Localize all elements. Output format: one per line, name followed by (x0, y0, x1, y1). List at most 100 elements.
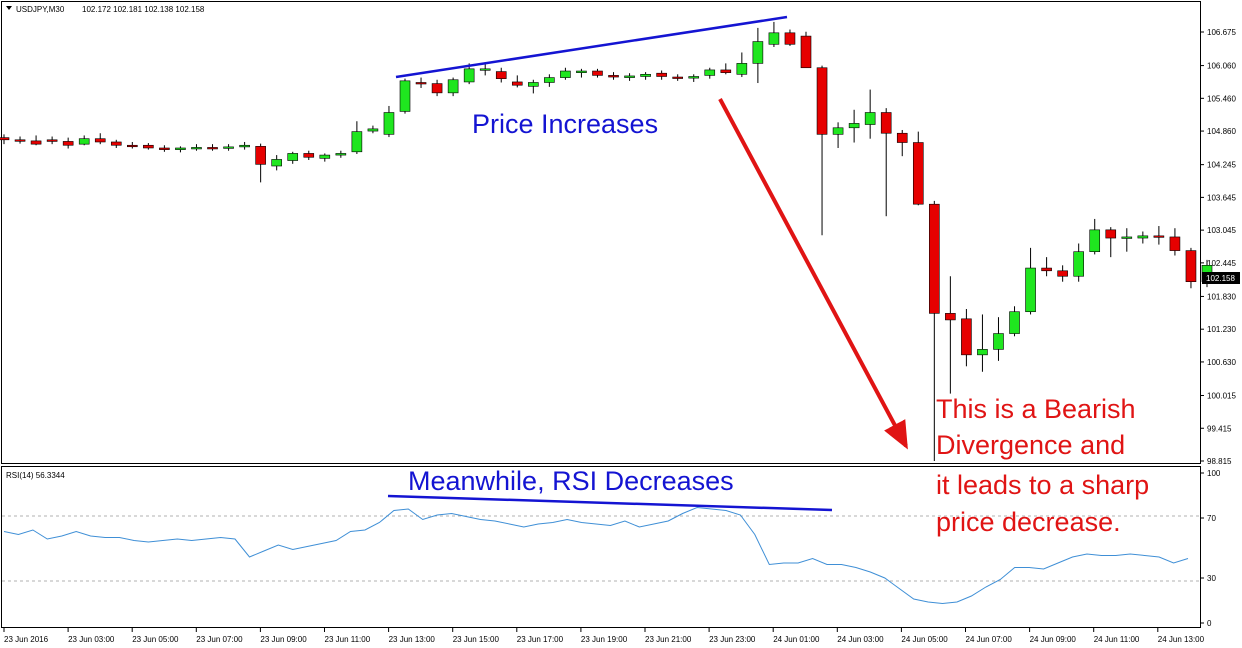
candle-body (832, 127, 844, 135)
price-tick-label: 100.630 (1207, 358, 1236, 367)
candle-body (929, 203, 940, 314)
price-panel-frame (1, 1, 1201, 464)
rsi-line (3, 506, 1189, 605)
price-tick-label: 101.230 (1207, 325, 1236, 334)
candle-body (736, 63, 748, 75)
candle-body (961, 318, 972, 356)
price-increases-text: Price Increases (472, 109, 658, 139)
time-tick-label: 23 Jun 11:00 (325, 635, 371, 644)
candle-body (560, 70, 571, 78)
candle-body (720, 69, 732, 73)
candle-body (463, 68, 475, 83)
rsi-tick-label: 0 (1207, 619, 1212, 628)
candle-body (415, 82, 427, 85)
time-tick-label: 24 Jun 13:00 (1158, 635, 1205, 644)
candle-body (848, 123, 860, 129)
candle-body (1089, 229, 1101, 252)
candle-body (399, 80, 411, 112)
candle-body (335, 153, 347, 156)
price-tick-label: 105.460 (1207, 94, 1236, 103)
candle-body (993, 333, 1004, 350)
time-tick-label: 23 Jun 03:00 (68, 635, 115, 644)
candle-body (495, 71, 507, 79)
time-tick-label: 24 Jun 05:00 (901, 635, 948, 644)
candle-body (1025, 267, 1036, 313)
candle-body (303, 153, 315, 158)
candle-body (977, 349, 988, 356)
price-tick-label: 100.015 (1207, 392, 1236, 401)
bearish-arrow (718, 98, 908, 450)
time-tick-label: 24 Jun 09:00 (1030, 635, 1077, 644)
current-price-marker (1202, 272, 1240, 284)
candle-body (271, 159, 282, 167)
symbol-label: USDJPY,M30 (16, 5, 65, 14)
candle-body (688, 76, 700, 79)
rsi-decreases-text: Meanwhile, RSI Decreases (408, 466, 734, 496)
rsi-axis: 100 70 30 0 (1200, 469, 1221, 628)
candle-body (864, 112, 876, 125)
candle-body (768, 32, 780, 45)
price-tick-label: 98.815 (1207, 457, 1232, 466)
price-trendline (395, 15, 788, 79)
candle-body (1009, 311, 1020, 334)
candle-body (1073, 251, 1084, 277)
price-tick-label: 99.415 (1207, 424, 1232, 433)
candle-body (287, 153, 299, 161)
time-tick-label: 23 Jun 15:00 (453, 635, 500, 644)
candle-body (110, 141, 122, 146)
time-tick-label: 24 Jun 07:00 (966, 635, 1013, 644)
candle-body (127, 144, 138, 148)
time-tick-label: 23 Jun 07:00 (196, 635, 243, 644)
candle-body (800, 35, 812, 69)
candle-body (62, 141, 74, 146)
candle-body (479, 68, 491, 71)
candle-body (816, 67, 828, 135)
candle-body (912, 142, 924, 205)
candle-body (14, 139, 26, 142)
time-tick-label: 23 Jun 21:00 (645, 635, 692, 644)
candle-body (1057, 270, 1068, 277)
time-axis: 23 Jun 2016 23 Jun 03:00 23 Jun 05:00 23 Ju… (3, 628, 1205, 644)
candle-body (640, 73, 651, 77)
time-tick-label: 23 Jun 19:00 (581, 635, 628, 644)
candle-body (207, 147, 218, 150)
candle-body (46, 139, 58, 142)
time-tick-label: 24 Jun 03:00 (837, 635, 884, 644)
price-tick-label: 104.245 (1207, 161, 1236, 170)
time-tick-label: 23 Jun 23:00 (709, 635, 756, 644)
price-tick-label: 103.045 (1207, 226, 1236, 235)
price-tick-label: 103.645 (1207, 193, 1236, 202)
candle-body (608, 75, 619, 78)
candle-body (528, 82, 539, 87)
time-tick-label: 24 Jun 01:00 (773, 635, 820, 644)
time-tick-label: 23 Jun 05:00 (132, 635, 179, 644)
candle-body (431, 83, 443, 94)
candle-body (159, 147, 170, 150)
rsi-tick-label: 100 (1207, 469, 1221, 478)
price-tick-label: 106.060 (1207, 62, 1236, 71)
bearish-text-line-2: Divergence and (936, 430, 1125, 460)
candle-body (784, 32, 796, 45)
candle-body (239, 144, 250, 148)
candlestick-series (0, 21, 1213, 461)
candle-body (704, 69, 716, 76)
candle-body (1153, 235, 1165, 238)
time-tick-label: 24 Jun 11:00 (1094, 635, 1140, 644)
price-tick-label: 104.860 (1207, 127, 1236, 136)
candle-body (78, 138, 90, 145)
time-tick-label: 23 Jun 17:00 (517, 635, 564, 644)
price-tick-label: 106.675 (1207, 28, 1236, 37)
candle-body (94, 138, 106, 143)
triangle-down-icon[interactable] (6, 6, 12, 10)
candle-body (576, 70, 587, 73)
rsi-tick-label: 30 (1207, 574, 1216, 583)
time-tick-label: 23 Jun 2016 (4, 635, 49, 644)
price-tick-label: 101.830 (1207, 292, 1236, 301)
candle-body (945, 313, 956, 321)
candle-body (880, 112, 892, 134)
candle-body (143, 144, 154, 149)
candle-body (544, 77, 555, 83)
candle-body (30, 140, 42, 145)
candle-body (351, 131, 363, 153)
